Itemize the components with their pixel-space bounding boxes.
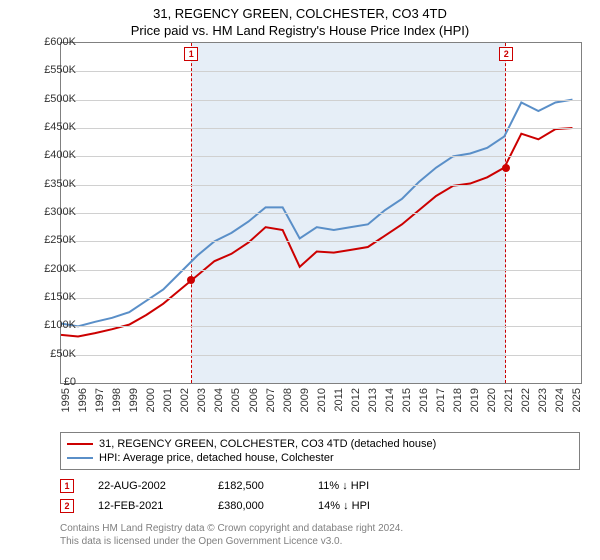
sale-marker-box: 2 bbox=[499, 47, 513, 61]
sales-table: 1 22-AUG-2002 £182,500 11% ↓ HPI 2 12-FEB-202… bbox=[60, 476, 580, 516]
plot-area: 12 bbox=[60, 42, 582, 384]
footer-line-2: This data is licensed under the Open Gov… bbox=[60, 535, 580, 548]
x-tick-label: 2006 bbox=[248, 388, 260, 418]
x-tick-label: 2000 bbox=[145, 388, 157, 418]
x-tick-label: 2021 bbox=[503, 388, 515, 418]
chart-title: 31, REGENCY GREEN, COLCHESTER, CO3 4TD bbox=[0, 0, 600, 21]
x-tick-label: 2009 bbox=[299, 388, 311, 418]
x-tick-label: 2019 bbox=[469, 388, 481, 418]
y-tick-label: £350K bbox=[26, 178, 76, 190]
legend-label: 31, REGENCY GREEN, COLCHESTER, CO3 4TD (… bbox=[99, 438, 436, 450]
sale-row-date: 12-FEB-2021 bbox=[98, 500, 198, 512]
x-tick-label: 2011 bbox=[333, 388, 345, 418]
y-tick-label: £400K bbox=[26, 149, 76, 161]
x-tick-label: 2023 bbox=[537, 388, 549, 418]
legend: 31, REGENCY GREEN, COLCHESTER, CO3 4TD (… bbox=[60, 432, 580, 470]
x-tick-label: 2003 bbox=[196, 388, 208, 418]
legend-item: 31, REGENCY GREEN, COLCHESTER, CO3 4TD (… bbox=[67, 437, 573, 451]
x-tick-label: 1998 bbox=[111, 388, 123, 418]
sale-row-date: 22-AUG-2002 bbox=[98, 480, 198, 492]
footer-line-1: Contains HM Land Registry data © Crown c… bbox=[60, 522, 580, 535]
x-tick-label: 2016 bbox=[418, 388, 430, 418]
sale-row-price: £182,500 bbox=[218, 480, 298, 492]
footer-text: Contains HM Land Registry data © Crown c… bbox=[60, 522, 580, 548]
x-tick-label: 2015 bbox=[401, 388, 413, 418]
chart-container: 31, REGENCY GREEN, COLCHESTER, CO3 4TD P… bbox=[0, 0, 600, 560]
y-tick-label: £550K bbox=[26, 64, 76, 76]
y-gridline bbox=[61, 298, 581, 299]
x-tick-label: 2002 bbox=[179, 388, 191, 418]
y-tick-label: £200K bbox=[26, 263, 76, 275]
y-tick-label: £450K bbox=[26, 121, 76, 133]
sale-row-marker: 1 bbox=[60, 479, 74, 493]
x-tick-label: 2024 bbox=[554, 388, 566, 418]
x-tick-label: 2005 bbox=[230, 388, 242, 418]
x-tick-label: 2025 bbox=[571, 388, 583, 418]
y-gridline bbox=[61, 355, 581, 356]
x-tick-label: 2001 bbox=[162, 388, 174, 418]
y-gridline bbox=[61, 71, 581, 72]
sale-row-price: £380,000 bbox=[218, 500, 298, 512]
y-gridline bbox=[61, 128, 581, 129]
y-tick-label: £500K bbox=[26, 93, 76, 105]
legend-swatch bbox=[67, 443, 93, 445]
y-gridline bbox=[61, 213, 581, 214]
y-gridline bbox=[61, 326, 581, 327]
sale-row-delta: 11% ↓ HPI bbox=[318, 480, 418, 492]
y-tick-label: £100K bbox=[26, 319, 76, 331]
sale-row-delta: 14% ↓ HPI bbox=[318, 500, 418, 512]
sale-row: 1 22-AUG-2002 £182,500 11% ↓ HPI bbox=[60, 476, 580, 496]
x-tick-label: 1996 bbox=[77, 388, 89, 418]
sale-point-dot bbox=[187, 276, 195, 284]
x-tick-label: 2012 bbox=[350, 388, 362, 418]
sale-row-marker: 2 bbox=[60, 499, 74, 513]
x-tick-label: 2013 bbox=[367, 388, 379, 418]
x-tick-label: 2004 bbox=[213, 388, 225, 418]
sale-row: 2 12-FEB-2021 £380,000 14% ↓ HPI bbox=[60, 496, 580, 516]
y-tick-label: £150K bbox=[26, 291, 76, 303]
series-line-property bbox=[61, 128, 572, 337]
x-tick-label: 2007 bbox=[265, 388, 277, 418]
x-tick-label: 1997 bbox=[94, 388, 106, 418]
y-gridline bbox=[61, 185, 581, 186]
x-tick-label: 1995 bbox=[60, 388, 72, 418]
legend-item: HPI: Average price, detached house, Colc… bbox=[67, 451, 573, 465]
x-tick-label: 2017 bbox=[435, 388, 447, 418]
y-gridline bbox=[61, 100, 581, 101]
x-tick-label: 2010 bbox=[316, 388, 328, 418]
chart-subtitle: Price paid vs. HM Land Registry's House … bbox=[0, 21, 600, 42]
x-tick-label: 2020 bbox=[486, 388, 498, 418]
y-tick-label: £50K bbox=[26, 348, 76, 360]
y-gridline bbox=[61, 270, 581, 271]
legend-label: HPI: Average price, detached house, Colc… bbox=[99, 452, 334, 464]
x-tick-label: 1999 bbox=[128, 388, 140, 418]
y-tick-label: £0 bbox=[26, 376, 76, 388]
y-tick-label: £300K bbox=[26, 206, 76, 218]
legend-swatch bbox=[67, 457, 93, 459]
y-tick-label: £250K bbox=[26, 234, 76, 246]
sale-marker-box: 1 bbox=[184, 47, 198, 61]
x-tick-label: 2008 bbox=[282, 388, 294, 418]
y-gridline bbox=[61, 241, 581, 242]
sale-point-dot bbox=[502, 164, 510, 172]
x-tick-label: 2018 bbox=[452, 388, 464, 418]
y-gridline bbox=[61, 156, 581, 157]
x-tick-label: 2022 bbox=[520, 388, 532, 418]
y-tick-label: £600K bbox=[26, 36, 76, 48]
x-tick-label: 2014 bbox=[384, 388, 396, 418]
